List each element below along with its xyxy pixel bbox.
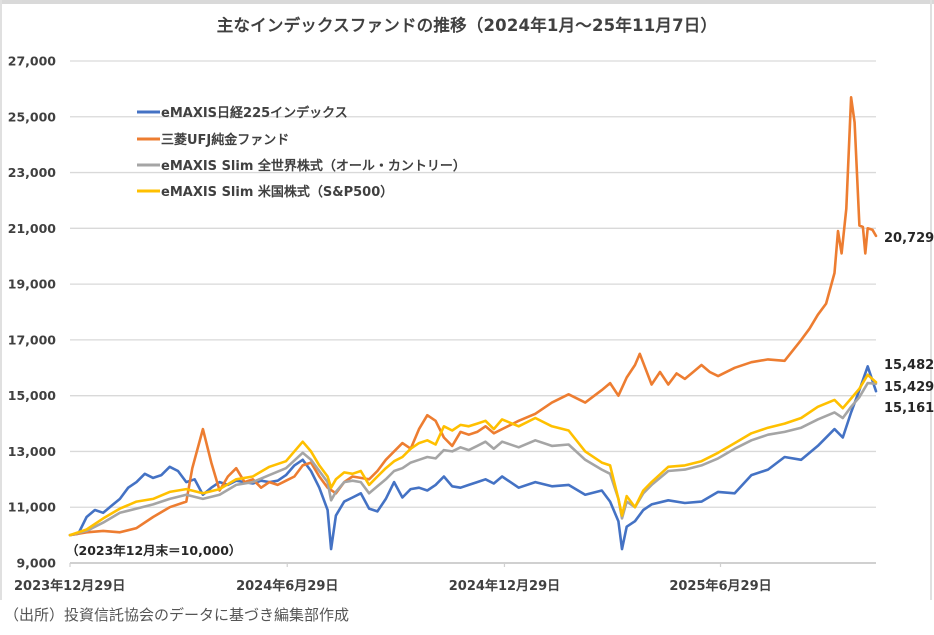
y-tick-label: 11,000	[8, 500, 57, 515]
series-line-0	[68, 365, 878, 551]
legend-label: 三菱UFJ純金ファンド	[161, 132, 289, 148]
frame-top-border	[0, 0, 934, 4]
x-tick-label: 2025年6月29日	[669, 578, 771, 594]
y-tick-label: 15,000	[8, 388, 57, 403]
y-tick-label: 17,000	[8, 332, 57, 347]
legend-label: eMAXIS Slim 米国株式（S&P500）	[161, 184, 393, 200]
legend-label: eMAXIS Slim 全世界株式（オール・カントリー）	[161, 158, 466, 174]
base-note: （2023年12月末＝10,000）	[66, 543, 241, 558]
y-tick-label: 27,000	[8, 54, 57, 69]
end-value-label: 20,729	[884, 231, 934, 246]
frame-right-border	[930, 0, 932, 600]
end-value-label: 15,429	[884, 380, 934, 395]
frame-left-border	[0, 0, 2, 600]
end-value-label: 15,161	[884, 401, 934, 416]
y-tick-label: 23,000	[8, 165, 57, 180]
source-note: （出所）投資信託協会のデータに基づき編集部作成	[4, 606, 350, 624]
chart-title: 主なインデックスファンドの推移（2024年1月〜25年11月7日）	[216, 16, 718, 35]
x-tick-label: 2024年12月29日	[449, 578, 560, 594]
series-line-1	[68, 96, 878, 537]
y-tick-label: 9,000	[16, 556, 56, 571]
y-tick-label: 25,000	[8, 109, 57, 124]
series-line-2	[68, 381, 878, 537]
legend-label: eMAXIS日経225インデックス	[161, 105, 348, 121]
x-tick-label: 2024年6月29日	[236, 578, 338, 594]
series-line-3	[68, 373, 878, 537]
gridlines	[70, 60, 876, 564]
y-tick-label: 21,000	[8, 221, 57, 236]
end-value-label: 15,482	[884, 358, 934, 373]
y-axis-ticks: 9,000 11,000 13,000 15,000 17,000 19,000 21,00…	[8, 54, 57, 571]
y-tick-label: 13,000	[8, 444, 57, 459]
y-tick-label: 19,000	[8, 277, 57, 292]
x-tick-label: 2023年12月29日	[14, 578, 125, 594]
series-lines	[68, 96, 878, 551]
x-axis-ticks: 2023年12月29日 2024年6月29日 2024年12月29日 2025年6月2…	[14, 563, 772, 594]
end-labels: 15,161 20,729 15,429 15,482	[884, 231, 934, 416]
